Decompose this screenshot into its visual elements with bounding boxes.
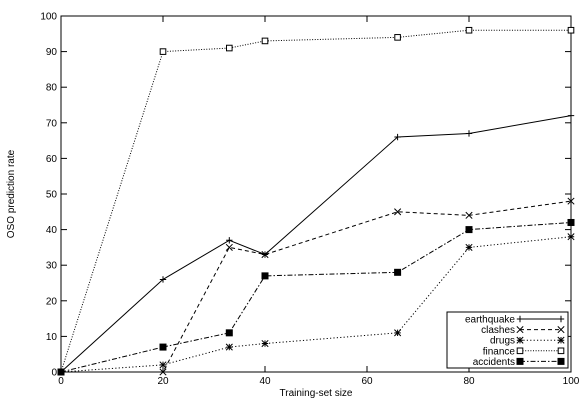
series-earthquake-point (159, 276, 167, 283)
series-accidents (57, 218, 575, 376)
y-tick-label: 0 (51, 368, 57, 379)
x-tick-label: 80 (463, 376, 475, 387)
series-drugs-point (567, 233, 575, 241)
series-accidents-point (57, 368, 65, 376)
series-finance-point (465, 26, 473, 34)
series-clashes-point (159, 368, 167, 376)
series-clashes-point (567, 197, 575, 205)
series-earthquake-point (465, 130, 473, 137)
legend-label: drugs (490, 336, 515, 347)
y-tick-label: 70 (46, 118, 58, 129)
y-tick-label: 10 (46, 332, 58, 343)
legend-drugs-point (516, 336, 524, 344)
series-group (57, 26, 575, 376)
series-accidents-point (159, 343, 167, 351)
series-accidents-point (567, 218, 575, 226)
series-drugs-point (225, 343, 233, 351)
series-clashes-point (394, 208, 402, 216)
x-axis-ticks: 0 20 40 60 80 100 (58, 16, 579, 387)
x-tick-label: 40 (259, 376, 271, 387)
series-clashes-point (261, 250, 269, 259)
legend-clashes-point (557, 326, 565, 334)
series-finance-point (226, 44, 233, 52)
y-tick-label: 90 (46, 47, 58, 58)
series-accidents-point (394, 268, 402, 276)
y-tick-label: 50 (46, 190, 58, 201)
y-tick-label: 40 (46, 225, 58, 236)
series-earthquake-point (394, 133, 401, 141)
series-finance-point (261, 37, 269, 45)
series-drugs-point (159, 361, 167, 369)
series-accidents-point (225, 329, 233, 337)
legend-accidents-point (557, 357, 565, 365)
legend-label: earthquake (465, 315, 515, 326)
legend-label: accidents (473, 357, 515, 368)
series-earthquake-point (226, 237, 233, 244)
legend-entry-drugs: drugs (490, 336, 565, 347)
series-earthquake-point (567, 112, 575, 119)
series-drugs-point (261, 339, 269, 348)
y-axis-ticks: 0 10 20 30 40 50 60 70 80 90 100 (40, 12, 571, 379)
y-tick-label: 60 (46, 154, 58, 165)
x-tick-label: 0 (58, 376, 64, 387)
legend-entry-accidents: accidents (473, 357, 565, 368)
series-clashes-point (225, 243, 233, 251)
series-accidents-point (261, 272, 269, 280)
y-tick-label: 80 (46, 83, 58, 94)
legend-label: finance (483, 346, 516, 357)
legend-accidents-point (516, 357, 524, 365)
series-clashes-point (465, 211, 473, 219)
series-finance-point (567, 26, 575, 34)
y-tick-label: 20 (46, 296, 58, 307)
series-drugs-point (394, 329, 402, 337)
y-tick-label: 30 (46, 261, 58, 272)
legend-label: clashes (481, 325, 515, 336)
legend-earthquake-point (516, 315, 524, 323)
y-axis-title: OSO prediction rate (6, 149, 17, 238)
x-tick-label: 60 (361, 376, 373, 387)
legend-finance-point (557, 347, 565, 355)
legend-clashes-point (516, 326, 524, 334)
x-tick-label: 20 (157, 376, 169, 387)
series-finance-point (159, 48, 167, 55)
legend-entry-earthquake: earthquake (465, 315, 565, 326)
legend-earthquake-point (557, 315, 565, 323)
legend-drugs-point (557, 336, 565, 344)
x-axis-title: Training-set size (280, 388, 353, 399)
series-accidents-point (465, 226, 473, 234)
series-finance-point (394, 34, 401, 41)
series-drugs-point (465, 243, 473, 251)
x-tick-label: 100 (563, 376, 579, 387)
y-tick-label: 100 (40, 12, 57, 23)
legend-finance-point (516, 347, 524, 355)
legend-entry-finance: finance (483, 346, 565, 357)
legend-entry-clashes: clashes (481, 325, 565, 336)
